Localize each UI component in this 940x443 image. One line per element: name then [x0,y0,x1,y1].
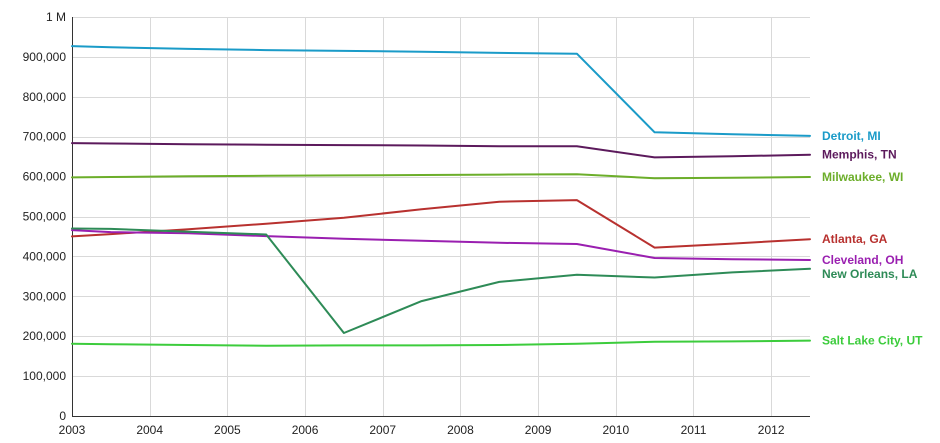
grid-layer [72,17,810,416]
series-layer [71,45,811,347]
x-tick-label: 2007 [369,423,396,437]
series-label-2: Milwaukee, WI [822,170,903,184]
series-line-2 [71,173,811,180]
series-label-3: Atlanta, GA [822,232,888,246]
x-tick-label: 2012 [758,423,785,437]
y-tick-label: 200,000 [23,329,67,343]
y-tick-label: 900,000 [23,50,67,64]
y-tick-label: 0 [59,409,66,423]
x-tick-label: 2008 [447,423,474,437]
x-tick-label: 2003 [59,423,86,437]
y-tick-label: 800,000 [23,90,67,104]
y-tick-label: 500,000 [23,210,67,224]
x-tick-label: 2005 [214,423,241,437]
series-line-5 [71,227,811,334]
x-tick-label: 2006 [292,423,319,437]
x-tick-label: 2004 [136,423,163,437]
series-line-1 [71,142,811,159]
series-label-0: Detroit, MI [822,129,881,143]
x-tick-label: 2011 [681,423,707,437]
series-label-1: Memphis, TN [822,148,897,162]
series-line-4 [71,229,811,261]
y-tick-label: 300,000 [23,289,67,303]
x-tick-label: 2009 [525,423,552,437]
series-label-6: Salt Lake City, UT [822,334,923,348]
series-label-layer: Detroit, MI Memphis, TN Milwaukee, WI Atlan… [822,129,923,348]
y-tick-label: 1 M [46,10,66,24]
y-tick-label: 600,000 [23,170,67,184]
y-tick-label: 700,000 [23,130,67,144]
y-tick-label: 100,000 [23,369,67,383]
x-tick-label: 2010 [602,423,629,437]
series-line-0 [71,45,811,137]
y-tick-label: 400,000 [23,249,67,263]
series-line-6 [71,339,811,347]
series-label-5: New Orleans, LA [822,267,918,281]
axis-layer: 0 100,000 200,000 300,000 400,000 500,000 600,… [23,10,810,437]
series-label-4: Cleveland, OH [822,253,903,267]
